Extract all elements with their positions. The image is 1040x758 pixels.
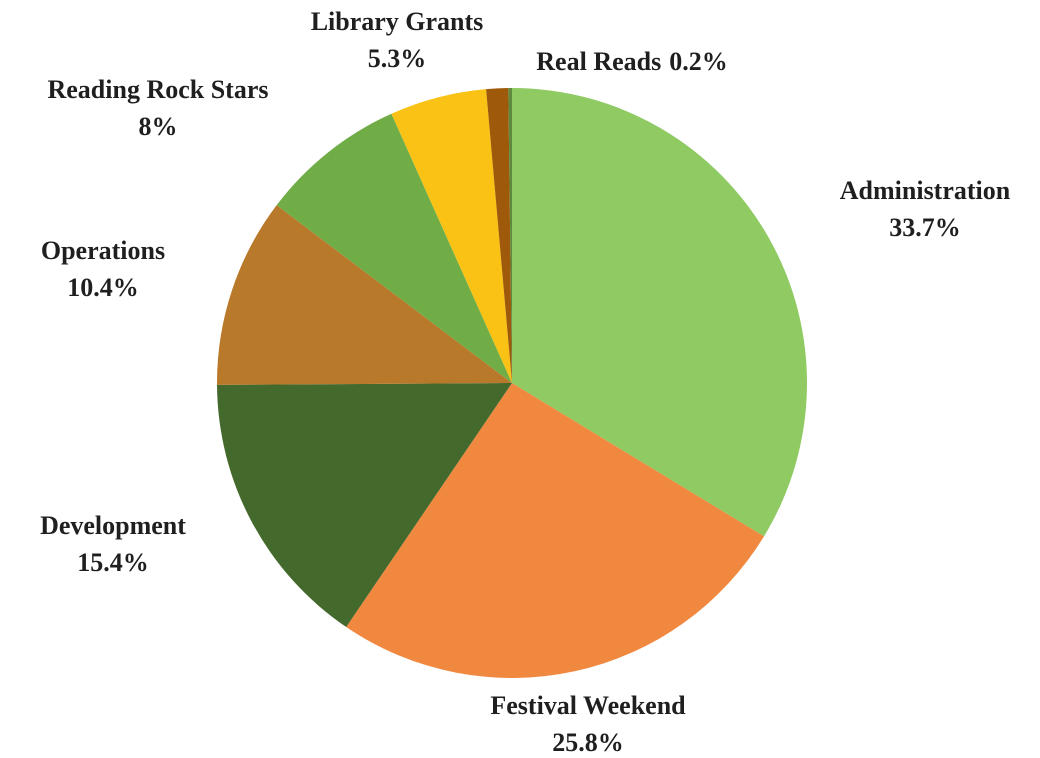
pie-slice — [512, 88, 807, 537]
slice-value: 15.4% — [77, 548, 149, 577]
slice-name: Real Reads — [536, 47, 661, 76]
slice-value: 8% — [139, 112, 178, 141]
slice-name: Library Grants — [311, 7, 484, 36]
slice-name: Reading Rock Stars — [47, 75, 268, 104]
slice-value: 10.4% — [67, 273, 139, 302]
slice-name: Development — [40, 511, 186, 540]
pie-slice — [391, 89, 512, 383]
slice-value: 5.3% — [368, 44, 427, 73]
pie-slice — [276, 113, 512, 383]
slice-value: 33.7% — [889, 213, 961, 242]
slice-name: Festival Weekend — [490, 691, 686, 720]
pie-slice — [486, 88, 512, 384]
pie-slice — [346, 383, 765, 678]
pie-slice — [217, 205, 512, 385]
slice-label: Real Reads 0.2% — [536, 47, 727, 76]
slice-value: 25.8% — [552, 728, 624, 757]
slice-name: Administration — [840, 176, 1011, 205]
slice-value: 0.2% — [669, 47, 728, 76]
slice-name: Operations — [41, 236, 165, 265]
pie-slice — [508, 88, 512, 383]
pie-slice — [217, 383, 512, 627]
